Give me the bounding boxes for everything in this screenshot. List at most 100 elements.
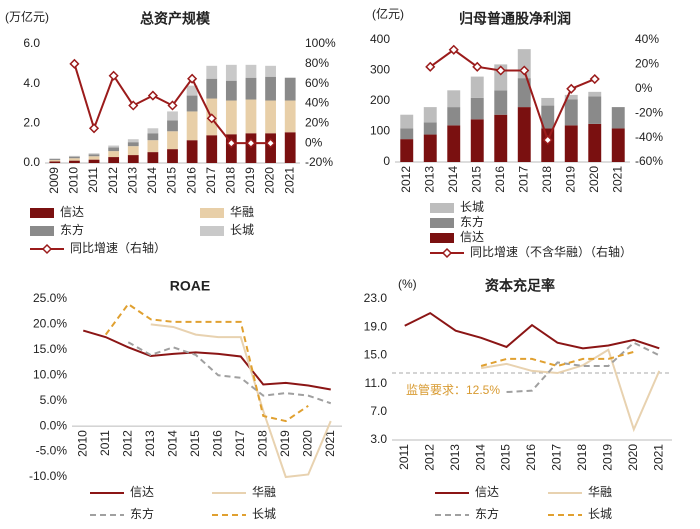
bar-segment — [69, 156, 80, 159]
bar-segment — [127, 146, 139, 156]
x-tick-label: 2021 — [610, 166, 624, 193]
y-tick-label: -5.0% — [36, 444, 68, 458]
legend-label: 长城 — [588, 507, 612, 521]
legend-swatch — [200, 226, 224, 236]
legend-label: 东方 — [475, 506, 499, 521]
bar-segment — [423, 107, 437, 123]
x-tick-label: 2011 — [86, 167, 100, 193]
line-marker — [495, 65, 506, 76]
y-axis-label: (万亿元) — [5, 9, 49, 24]
x-tick-label: 2017 — [550, 444, 564, 471]
series-line — [480, 348, 661, 433]
y-tick-label: 23.0 — [364, 291, 388, 305]
y-tick-label: 15.0% — [33, 342, 67, 356]
bar-segment — [167, 120, 178, 132]
bar-segment — [225, 100, 237, 135]
y2-tick-label: 0% — [635, 81, 653, 95]
bar-segment — [186, 140, 198, 163]
bar-segment — [611, 107, 625, 129]
x-tick-label: 2020 — [300, 430, 314, 457]
bar-segment — [494, 114, 508, 162]
bar-segment — [588, 123, 602, 162]
x-tick-label: 2019 — [601, 444, 615, 471]
bar-segment — [245, 99, 257, 134]
chart-title: ROAE — [170, 278, 210, 294]
bar-segment — [245, 77, 257, 100]
bar-segment — [284, 77, 296, 101]
bar-segment — [206, 135, 218, 163]
legend-swatch — [430, 233, 454, 243]
y-tick-label: 19.0 — [364, 319, 388, 333]
bar-segment — [88, 153, 100, 155]
chart-title: 总资产规模 — [140, 11, 211, 27]
bar-segment — [265, 100, 276, 134]
line-marker — [147, 90, 158, 101]
legend-label: 同比增速（右轴） — [70, 240, 166, 255]
x-tick-label: 2016 — [524, 444, 538, 471]
bar-segment — [494, 90, 508, 115]
bar-segment — [225, 80, 237, 101]
series-line — [127, 341, 332, 405]
y-tick-label: 0.0% — [40, 418, 68, 432]
x-tick-label: 2020 — [263, 167, 277, 194]
y-tick-label: 6.0 — [23, 36, 40, 50]
x-tick-label: 2009 — [47, 167, 61, 194]
x-tick-label: 2015 — [165, 167, 179, 194]
bar-segment — [49, 158, 61, 160]
bar-segment — [423, 134, 437, 162]
y2-tick-label: 60% — [305, 76, 329, 90]
x-tick-label: 2021 — [323, 430, 337, 457]
bar-segment — [265, 65, 276, 77]
y-tick-label: 2.0 — [23, 116, 40, 130]
bar-segment — [265, 76, 276, 101]
series-line — [82, 329, 331, 391]
y-tick-label: 11.0 — [365, 376, 388, 390]
line-marker — [425, 61, 436, 72]
bar-segment — [423, 122, 437, 135]
legend-label: 华融 — [230, 205, 254, 219]
x-tick-label: 2020 — [626, 444, 640, 471]
legend-marker — [441, 247, 453, 259]
bar-segment — [88, 154, 100, 157]
bar-segment — [541, 97, 555, 106]
x-tick-label: 2017 — [233, 430, 247, 457]
x-tick-label: 2016 — [210, 430, 224, 457]
bar-segment — [400, 128, 414, 140]
x-tick-label: 2016 — [184, 167, 198, 194]
y-tick-label: 25.0% — [33, 291, 67, 305]
bar-segment — [49, 160, 61, 162]
x-tick-label: 2014 — [473, 444, 487, 471]
bar-segment — [147, 140, 159, 153]
line-marker — [519, 65, 530, 76]
y-tick-label: 100 — [370, 124, 390, 138]
x-tick-label: 2019 — [563, 166, 577, 193]
x-tick-label: 2015 — [188, 430, 202, 457]
line-marker — [472, 61, 483, 72]
x-tick-label: 2013 — [448, 444, 462, 471]
y-tick-label: 400 — [370, 32, 390, 46]
bar-segment — [147, 152, 159, 163]
x-tick-label: 2018 — [255, 430, 269, 457]
legend-label: 长城 — [460, 200, 484, 214]
series-line — [104, 302, 309, 423]
bar-segment — [186, 111, 198, 141]
bar-segment — [588, 96, 602, 124]
bar-segment — [564, 99, 578, 126]
bar-segment — [108, 151, 120, 158]
bar-segment — [49, 159, 61, 161]
chart-title: 归母普通股净利润 — [459, 11, 571, 27]
line-marker — [226, 138, 237, 149]
legend-label: 同比增速（不含华融）（右轴） — [470, 244, 632, 259]
bar-segment — [69, 158, 80, 161]
bar-segment — [400, 114, 414, 129]
bar-segment — [108, 145, 120, 148]
bar-segment — [470, 97, 484, 120]
bar-segment — [88, 156, 100, 160]
chart-title: 资本充足率 — [485, 278, 555, 294]
chart-panel: 归母普通股净利润 (亿元) 0 100 200 300 400 -60% -40% -20% 0% 2… — [370, 6, 663, 259]
bar-segment — [517, 78, 531, 108]
bar-segment — [284, 100, 296, 133]
legend-label: 东方 — [60, 222, 84, 237]
bar-segment — [167, 149, 178, 163]
